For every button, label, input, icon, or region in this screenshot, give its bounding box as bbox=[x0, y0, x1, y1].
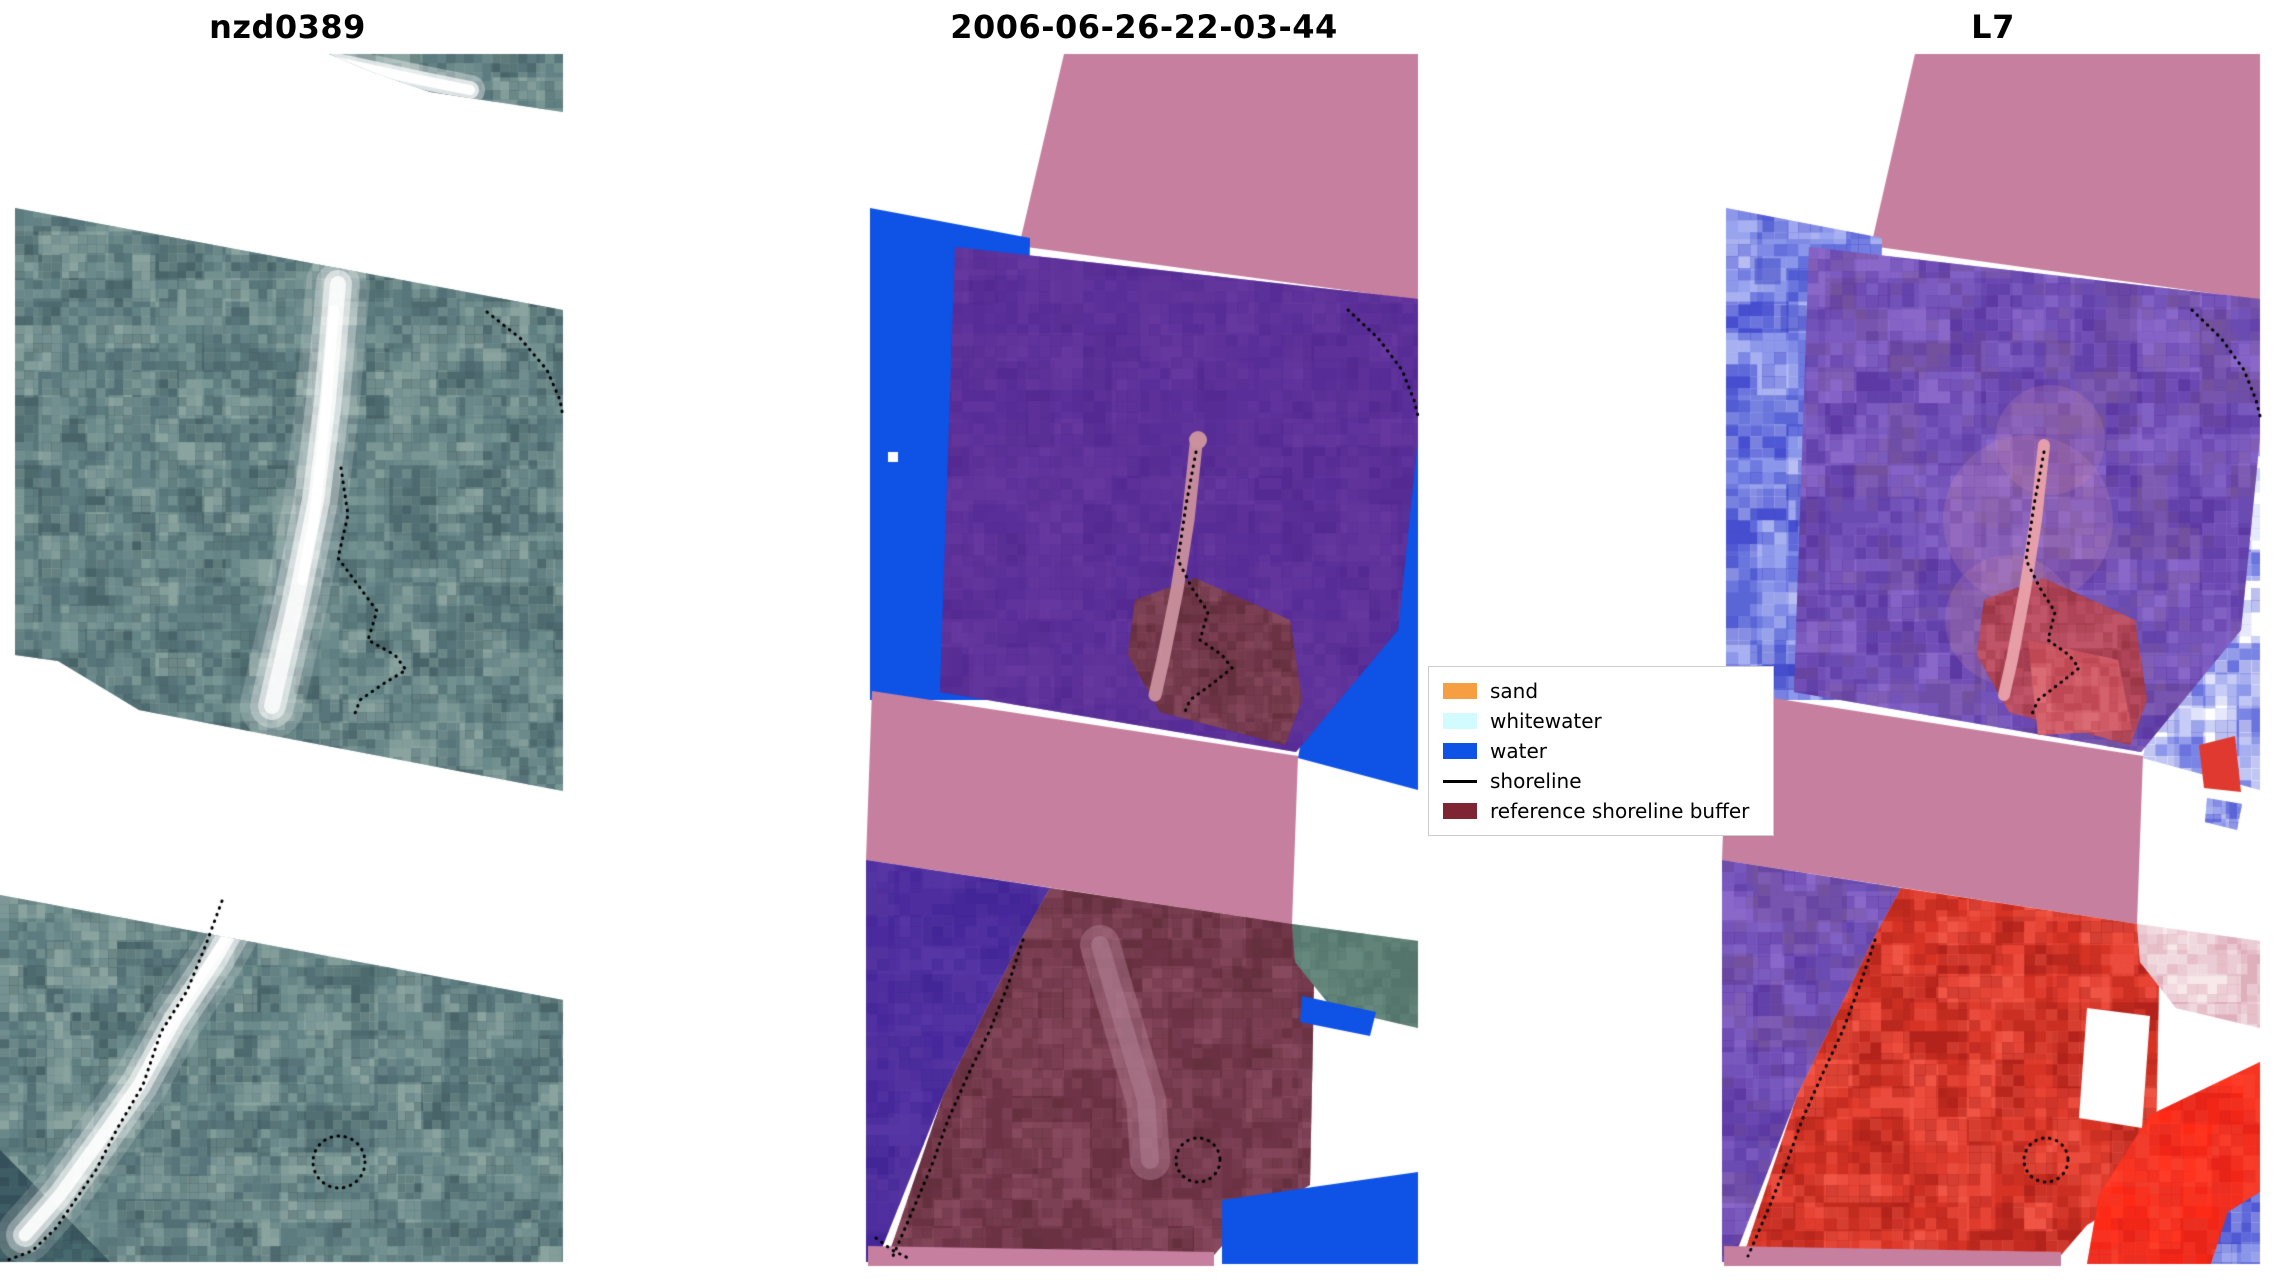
legend-label-sand: sand bbox=[1490, 679, 1539, 703]
legend-row-sand: sand bbox=[1443, 676, 1759, 706]
panel-title-rgb: nzd0389 bbox=[209, 8, 366, 46]
legend-label-reference-shoreline-buffer: reference shoreline buffer bbox=[1490, 799, 1750, 823]
panel-title-classification: 2006-06-26-22-03-44 bbox=[950, 8, 1338, 46]
legend-swatch-reference-shoreline-buffer bbox=[1443, 803, 1477, 819]
legend-row-water: water bbox=[1443, 736, 1759, 766]
legend-swatch-water bbox=[1443, 743, 1477, 759]
legend-row-whitewater: whitewater bbox=[1443, 706, 1759, 736]
legend-label-shoreline: shoreline bbox=[1490, 769, 1582, 793]
legend-swatch-sand bbox=[1443, 683, 1477, 699]
legend-row-reference-shoreline-buffer: reference shoreline buffer bbox=[1443, 796, 1759, 826]
legend-label-whitewater: whitewater bbox=[1490, 709, 1602, 733]
legend-swatch-shoreline-line bbox=[1443, 779, 1477, 783]
legend: sand whitewater water shoreline referenc… bbox=[1428, 666, 1774, 836]
legend-row-shoreline: shoreline bbox=[1443, 766, 1759, 796]
panel-title-l7: L7 bbox=[1971, 8, 2015, 46]
legend-swatch-whitewater bbox=[1443, 713, 1477, 729]
legend-label-water: water bbox=[1490, 739, 1547, 763]
